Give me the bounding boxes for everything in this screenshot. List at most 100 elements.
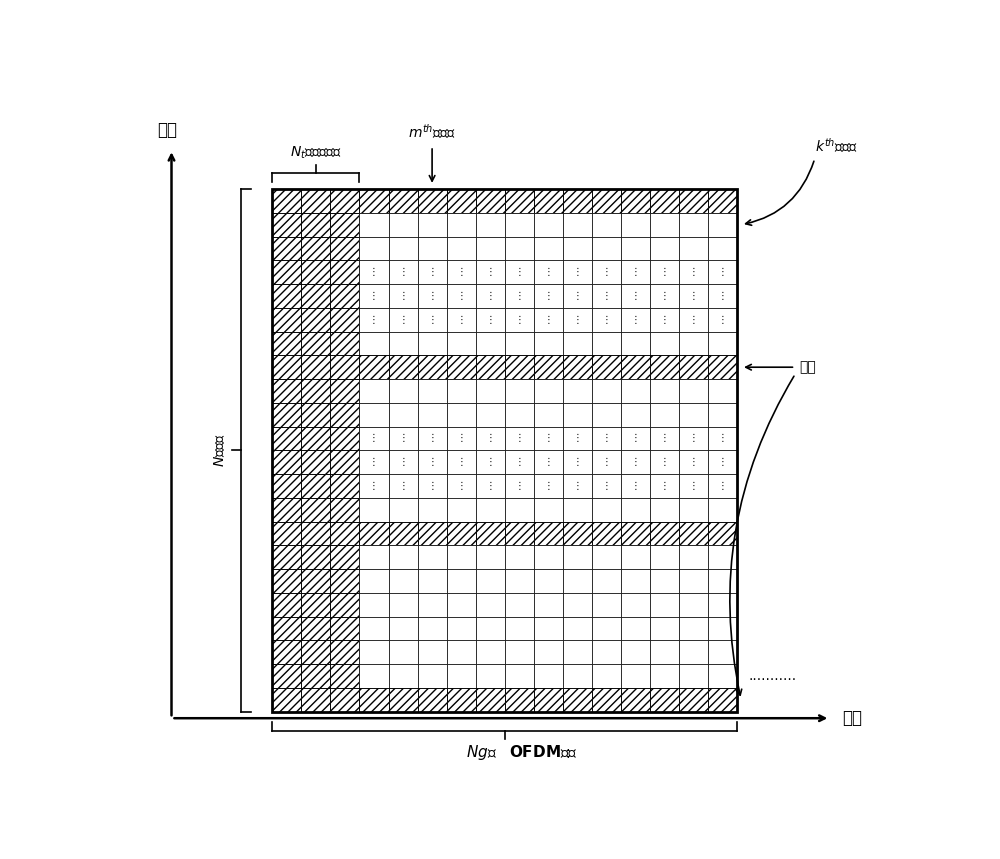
Bar — [621, 640, 650, 664]
Text: ⋮: ⋮ — [398, 314, 408, 325]
Bar — [592, 498, 621, 521]
Bar — [330, 403, 359, 427]
Text: ⋮: ⋮ — [427, 314, 437, 325]
Bar — [330, 664, 359, 688]
Bar — [418, 498, 447, 521]
Bar — [534, 474, 563, 498]
Bar — [301, 236, 330, 260]
Bar — [708, 688, 737, 711]
Bar — [505, 189, 534, 213]
Bar — [330, 356, 359, 379]
Bar — [447, 403, 476, 427]
Bar — [650, 498, 679, 521]
Text: ⋮: ⋮ — [718, 457, 728, 467]
Bar — [650, 450, 679, 474]
Bar — [301, 498, 330, 521]
Bar — [563, 640, 592, 664]
Text: ⋮: ⋮ — [369, 267, 379, 277]
Bar — [650, 521, 679, 545]
Text: ⋮: ⋮ — [573, 481, 582, 491]
Bar — [476, 403, 505, 427]
Bar — [563, 545, 592, 570]
Bar — [388, 474, 418, 498]
Bar — [563, 332, 592, 356]
Bar — [301, 640, 330, 664]
Bar — [359, 427, 388, 450]
Bar — [418, 236, 447, 260]
Bar — [650, 403, 679, 427]
Bar — [272, 664, 301, 688]
Bar — [447, 308, 476, 332]
Bar — [679, 189, 708, 213]
Text: ⋮: ⋮ — [427, 267, 437, 277]
Bar — [708, 403, 737, 427]
Bar — [272, 545, 301, 570]
Bar — [388, 570, 418, 593]
Bar — [301, 379, 330, 403]
Bar — [301, 213, 330, 236]
Bar — [592, 593, 621, 617]
Bar — [301, 403, 330, 427]
Bar — [505, 688, 534, 711]
Bar — [330, 308, 359, 332]
Text: ⋮: ⋮ — [660, 434, 669, 443]
Text: ⋮: ⋮ — [631, 481, 640, 491]
Bar — [505, 545, 534, 570]
Bar — [359, 688, 388, 711]
Bar — [592, 356, 621, 379]
Bar — [534, 521, 563, 545]
Bar — [388, 427, 418, 450]
Bar — [708, 213, 737, 236]
Bar — [447, 640, 476, 664]
Bar — [330, 570, 359, 593]
Bar — [621, 356, 650, 379]
Bar — [330, 284, 359, 308]
Bar — [708, 498, 737, 521]
Bar — [272, 450, 301, 474]
Text: ⋮: ⋮ — [602, 314, 611, 325]
Bar — [621, 379, 650, 403]
Bar — [447, 617, 476, 640]
Bar — [388, 688, 418, 711]
Bar — [330, 427, 359, 450]
Bar — [621, 189, 650, 213]
Bar — [272, 308, 301, 332]
Bar — [679, 450, 708, 474]
Bar — [272, 284, 301, 308]
Bar — [534, 521, 563, 545]
Bar — [301, 379, 330, 403]
Bar — [330, 617, 359, 640]
Text: ⋮: ⋮ — [631, 314, 640, 325]
Bar — [359, 403, 388, 427]
Bar — [476, 213, 505, 236]
Bar — [708, 570, 737, 593]
Bar — [650, 545, 679, 570]
Bar — [330, 498, 359, 521]
Bar — [359, 521, 388, 545]
Bar — [534, 593, 563, 617]
Text: ⋮: ⋮ — [689, 314, 699, 325]
Bar — [330, 545, 359, 570]
Text: $m^{th}$个符号: $m^{th}$个符号 — [408, 123, 456, 142]
Bar — [679, 284, 708, 308]
Bar — [359, 664, 388, 688]
Bar — [301, 450, 330, 474]
Bar — [388, 450, 418, 474]
Bar — [505, 332, 534, 356]
Text: ⋮: ⋮ — [369, 291, 379, 301]
Bar — [476, 570, 505, 593]
Bar — [476, 617, 505, 640]
Bar — [563, 474, 592, 498]
Bar — [447, 236, 476, 260]
Bar — [534, 450, 563, 474]
Text: ⋮: ⋮ — [631, 457, 640, 467]
Bar — [505, 593, 534, 617]
Bar — [621, 617, 650, 640]
Bar — [272, 521, 301, 545]
Bar — [476, 189, 505, 213]
Bar — [359, 379, 388, 403]
Bar — [301, 308, 330, 332]
Bar — [679, 688, 708, 711]
Bar — [621, 450, 650, 474]
Bar — [592, 189, 621, 213]
